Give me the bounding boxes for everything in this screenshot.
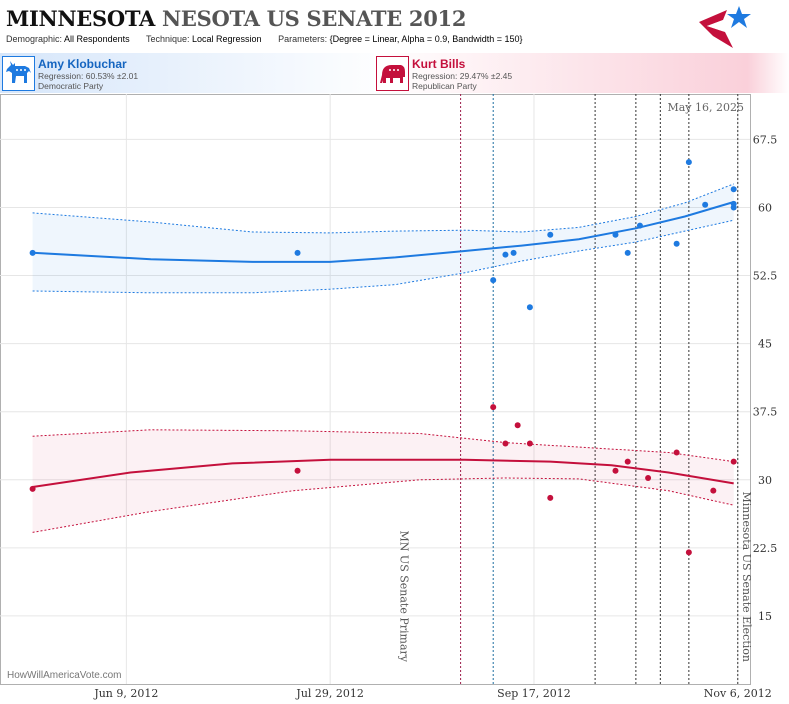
parameters-label: Parameters: (278, 34, 328, 44)
dem-candidate-name: Amy Klobuchar (38, 57, 127, 71)
dem-poll-point (547, 231, 554, 238)
rep-poll-point (490, 404, 497, 411)
dem-poll-point (730, 204, 737, 211)
dem-poll-point (502, 251, 509, 258)
dem-poll-point (29, 249, 36, 256)
parameters-value: {Degree = Linear, Alpha = 0.9, Bandwidth… (329, 34, 523, 44)
elephant-icon (376, 56, 409, 91)
y-tick-label: 45 (758, 338, 772, 351)
watermark: HowWillAmericaVote.com (7, 670, 121, 681)
rep-band-upper (32, 429, 734, 463)
dem-poll-point (673, 240, 680, 247)
plot-frame (0, 94, 751, 685)
x-tick-label: Jun 9, 2012 (93, 687, 158, 700)
x-tick-label: Sep 17, 2012 (497, 687, 571, 700)
dem-regression: Regression: 60.53% ±2.01 (38, 71, 139, 81)
chart-header: MINNESOTA NESOTA US SENATE 2012 Demograp… (0, 0, 789, 52)
rep-trend-line (32, 458, 734, 488)
rep-party: Republican Party (412, 81, 477, 91)
rep-poll-point (294, 467, 301, 474)
dem-trend-line (32, 201, 734, 263)
title-state: MINNESOTA (6, 6, 155, 31)
y-tick-label: 22.5 (753, 542, 778, 555)
demographic-value: All Respondents (64, 34, 130, 44)
rep-poll-point (502, 440, 509, 447)
rep-poll-point (29, 485, 36, 492)
title-race: NESOTA US SENATE 2012 (162, 6, 467, 31)
x-tick-label: Jul 29, 2012 (295, 687, 364, 700)
rep-poll-point (612, 467, 619, 474)
dem-poll-point (702, 201, 709, 208)
event-label: MN US Senate Primary (397, 531, 410, 663)
x-tick-label: Nov 6, 2012 (704, 687, 772, 700)
y-tick-label: 15 (758, 610, 772, 623)
site-logo-icon (699, 6, 751, 48)
y-tick-label: 30 (758, 474, 772, 487)
parameters-line: Demographic: All Respondents Technique: … (6, 34, 537, 44)
rep-poll-point (547, 494, 554, 501)
dem-poll-point (510, 249, 517, 256)
dem-band-lower (32, 219, 734, 294)
dem-band-fill (32, 183, 734, 293)
dem-poll-point (490, 277, 497, 284)
candidate-dem: Amy Klobuchar Regression: 60.53% ±2.01 D… (0, 53, 395, 93)
rep-regression: Regression: 29.47% ±2.45 (412, 71, 513, 81)
rep-candidate-name: Kurt Bills (412, 57, 466, 71)
page-title: MINNESOTA NESOTA US SENATE 2012 (6, 6, 466, 31)
rep-poll-point (730, 458, 737, 465)
rep-poll-point (685, 549, 692, 556)
dem-poll-point (624, 249, 631, 256)
dem-poll-point (294, 249, 301, 256)
technique-value: Local Regression (192, 34, 262, 44)
rep-poll-point (514, 422, 521, 429)
dem-poll-point (636, 222, 643, 229)
y-tick-label: 52.5 (753, 270, 778, 283)
dem-party: Democratic Party (38, 81, 104, 91)
rep-poll-point (710, 487, 717, 494)
event-label: Minnesota US Senate Election (740, 492, 753, 662)
gridlines (0, 94, 750, 684)
axis-labels: 15 22.5 30 37.5 45 52.5 60 67.5 Jun 9, 2012 Jul 2… (93, 133, 777, 700)
dem-poll-point (730, 186, 737, 193)
rep-poll-point (526, 440, 533, 447)
demographic-label: Demographic: (6, 34, 63, 44)
y-tick-label: 37.5 (753, 406, 778, 419)
dem-band-upper (32, 183, 734, 234)
rep-poll-point (624, 458, 631, 465)
dem-poll-point (526, 304, 533, 311)
rep-poll-point (645, 474, 652, 481)
y-tick-label: 60 (758, 201, 772, 214)
candidate-rep: Kurt Bills Regression: 29.47% ±2.45 Repu… (374, 53, 789, 93)
dem-poll-point (685, 159, 692, 166)
confidence-bands (32, 183, 734, 533)
date-label: May 16, 2025 (667, 101, 744, 114)
poll-points (29, 159, 737, 556)
rep-band-fill (32, 429, 734, 533)
event-markers (460, 94, 739, 684)
trend-lines (32, 201, 734, 488)
donkey-icon (2, 56, 35, 91)
y-tick-label: 67.5 (753, 133, 778, 146)
rep-band-lower (32, 477, 734, 533)
dem-poll-point (612, 231, 619, 238)
technique-label: Technique: (145, 34, 190, 44)
rep-poll-point (673, 449, 680, 456)
